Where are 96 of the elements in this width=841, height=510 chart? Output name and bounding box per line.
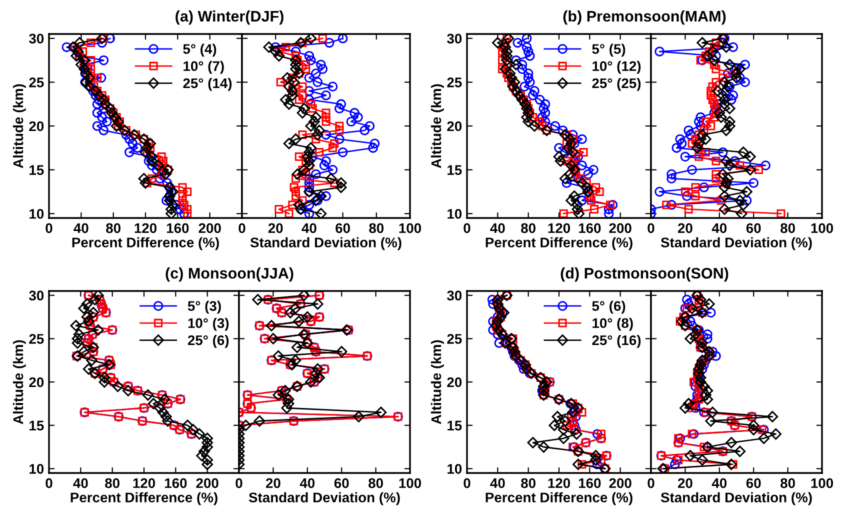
chart-title: (a) Winter(DJF) — [176, 10, 284, 25]
x-tick-label: 200 — [196, 478, 218, 488]
y-tick-label: 25 — [447, 334, 462, 344]
legend-label: 5° (5) — [592, 44, 626, 57]
legend-label: 5° (4) — [183, 44, 216, 57]
x-tick-label: 0 — [464, 223, 470, 234]
y-tick-label: 25 — [29, 78, 44, 88]
x-tick-label: 0 — [464, 478, 470, 488]
chart-title: (c) Monsoon(JJA) — [166, 267, 294, 282]
y-tick-label: 20 — [29, 377, 44, 388]
x-tick-label: 40 — [712, 223, 727, 234]
x-tick-label: 120 — [548, 223, 570, 234]
x-tick-label: 160 — [166, 223, 189, 234]
x-axis-title: Standard Deviation (%) — [660, 492, 812, 506]
legend-label: 5° (3) — [188, 300, 221, 314]
y-tick-label: 10 — [448, 208, 462, 219]
legend-label: 10° (8) — [592, 318, 633, 331]
legend-label: 10° (12) — [592, 60, 641, 74]
legend-label: 10° (7) — [184, 60, 224, 74]
y-axis-title: Altitude (km) — [12, 84, 26, 168]
x-tick-label: 20 — [266, 478, 280, 488]
y-tick-label: 20 — [447, 121, 462, 132]
x-axis-title: Standard Deviation (%) — [248, 492, 400, 506]
legend-label: 25° (14) — [183, 78, 232, 91]
x-tick-label: 80 — [521, 223, 536, 234]
y-tick-label: 15 — [448, 165, 462, 175]
x-tick-label: 100 — [399, 223, 422, 234]
x-tick-label: 40 — [490, 478, 505, 488]
y-axis-title: Altitude (km) — [430, 340, 444, 424]
y-tick-label: 20 — [29, 121, 44, 132]
y-tick-label: 10 — [30, 464, 44, 474]
x-tick-label: 0 — [648, 223, 654, 234]
x-tick-label: 160 — [578, 223, 601, 234]
x-tick-label: 60 — [334, 478, 349, 488]
y-tick-label: 10 — [30, 208, 44, 219]
x-tick-label: 80 — [521, 478, 536, 488]
x-tick-label: 0 — [648, 478, 654, 488]
legend-label: 25° (6) — [188, 334, 229, 348]
y-tick-label: 15 — [30, 420, 44, 431]
chart-title: (d) Postmonsoon(SON) — [560, 267, 728, 282]
legend-label: 25° (16) — [592, 334, 641, 348]
x-axis-title: Percent Difference (%) — [486, 492, 632, 506]
x-tick-label: 60 — [336, 223, 350, 234]
x-axis-title: Standard Deviation (%) — [660, 237, 812, 250]
x-tick-label: 40 — [73, 478, 88, 488]
y-tick-label: 20 — [447, 377, 462, 388]
x-tick-label: 0 — [238, 223, 246, 234]
x-axis-title: Standard Deviation (%) — [250, 237, 402, 250]
y-tick-label: 30 — [447, 34, 462, 44]
y-axis-title: Altitude (km) — [430, 84, 444, 168]
legend-label: 10° (3) — [188, 318, 229, 331]
x-tick-label: 40 — [302, 223, 316, 234]
y-tick-label: 30 — [29, 34, 44, 44]
x-tick-label: 100 — [399, 478, 422, 488]
x-tick-label: 160 — [164, 478, 187, 488]
x-tick-label: 20 — [678, 478, 692, 488]
x-tick-label: 80 — [369, 223, 384, 234]
y-tick-label: 30 — [29, 290, 44, 301]
x-tick-label: 200 — [609, 223, 632, 234]
x-tick-label: 80 — [780, 478, 795, 488]
legend-label: 5° (6) — [592, 300, 626, 314]
y-tick-label: 25 — [29, 334, 44, 344]
x-tick-label: 0 — [46, 478, 52, 488]
x-tick-label: 80 — [780, 223, 795, 234]
x-tick-label: 40 — [74, 223, 88, 234]
x-axis-title: Percent Difference (%) — [486, 237, 632, 250]
y-tick-label: 30 — [447, 290, 462, 301]
x-axis-title: Percent Difference (%) — [70, 492, 218, 506]
y-tick-label: 15 — [448, 420, 462, 431]
x-tick-label: 120 — [134, 223, 157, 234]
y-tick-label: 25 — [447, 78, 462, 88]
y-tick-label: 15 — [30, 165, 44, 175]
x-tick-label: 60 — [746, 223, 761, 234]
x-tick-label: 60 — [746, 478, 761, 488]
x-axis-title: Percent Difference (%) — [72, 237, 219, 250]
x-tick-label: 40 — [712, 478, 727, 488]
x-tick-label: 20 — [678, 223, 692, 234]
x-tick-label: 160 — [578, 478, 601, 488]
x-tick-label: 100 — [811, 223, 834, 234]
x-tick-label: 40 — [300, 478, 315, 488]
x-tick-label: 0 — [236, 478, 242, 488]
x-tick-label: 80 — [106, 223, 120, 234]
x-tick-label: 80 — [105, 478, 120, 488]
x-tick-label: 80 — [368, 478, 383, 488]
x-tick-label: 200 — [198, 223, 221, 234]
x-tick-label: 20 — [268, 223, 283, 234]
y-tick-label: 10 — [448, 464, 462, 474]
chart-title: (b) Premonsoon(MAM) — [563, 10, 726, 25]
x-tick-label: 120 — [548, 478, 570, 488]
y-axis-title: Altitude (km) — [12, 340, 26, 424]
x-tick-label: 200 — [609, 478, 632, 488]
x-tick-label: 40 — [490, 223, 505, 234]
x-tick-label: 120 — [133, 478, 156, 488]
x-tick-label: 0 — [46, 223, 52, 234]
legend-label: 25° (25) — [592, 78, 641, 91]
x-tick-label: 100 — [811, 478, 834, 488]
